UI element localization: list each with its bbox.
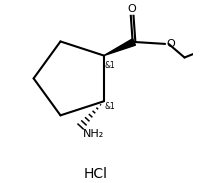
Text: O: O xyxy=(166,39,175,49)
Polygon shape xyxy=(104,39,135,56)
Text: O: O xyxy=(128,4,137,14)
Text: &1: &1 xyxy=(105,61,116,70)
Text: NH₂: NH₂ xyxy=(83,129,104,139)
Text: &1: &1 xyxy=(105,102,116,111)
Text: HCl: HCl xyxy=(84,167,108,181)
